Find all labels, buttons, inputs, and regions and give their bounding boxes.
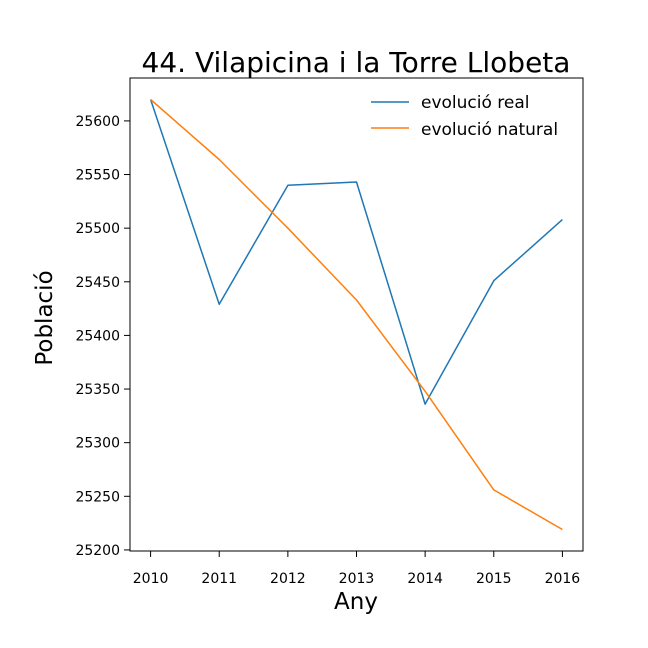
x-tick-label: 2014 bbox=[407, 571, 443, 587]
y-tick-label: 25550 bbox=[75, 168, 120, 184]
y-tick-label: 25300 bbox=[75, 436, 120, 452]
y-axis-label: Població bbox=[32, 270, 58, 365]
x-tick-label: 2011 bbox=[201, 571, 237, 587]
y-axis-ticks: 25200 25250 25300 25350 25400 25450 25500 25550… bbox=[75, 114, 130, 559]
y-tick-label: 25500 bbox=[75, 221, 120, 237]
y-tick-label: 25400 bbox=[75, 328, 120, 344]
y-tick-label: 25250 bbox=[75, 489, 120, 505]
plot-area bbox=[129, 77, 584, 552]
x-axis-label: Any bbox=[334, 589, 378, 615]
legend-label-real: evolució real bbox=[421, 93, 530, 113]
x-axis-ticks: 2010 2011 2012 2013 2014 2015 2016 bbox=[133, 551, 581, 587]
x-tick-label: 2016 bbox=[545, 571, 581, 587]
series-line-real bbox=[149, 99, 563, 405]
y-tick-label: 25450 bbox=[75, 275, 120, 291]
legend-label-natural: evolució natural bbox=[421, 120, 558, 140]
series-layer bbox=[149, 98, 563, 531]
x-tick-label: 2012 bbox=[270, 571, 306, 587]
axes-frame bbox=[129, 77, 584, 552]
legend: evolució real evolució natural bbox=[371, 93, 558, 140]
y-tick-label: 25600 bbox=[75, 114, 120, 130]
chart-title: 44. Vilapicina i la Torre Llobeta bbox=[142, 46, 571, 79]
x-tick-label: 2010 bbox=[133, 571, 169, 587]
x-tick-label: 2015 bbox=[476, 571, 512, 587]
y-tick-label: 25200 bbox=[75, 543, 120, 559]
x-tick-label: 2013 bbox=[339, 571, 375, 587]
y-tick-label: 25350 bbox=[75, 382, 120, 398]
series-line-natural bbox=[150, 98, 563, 531]
